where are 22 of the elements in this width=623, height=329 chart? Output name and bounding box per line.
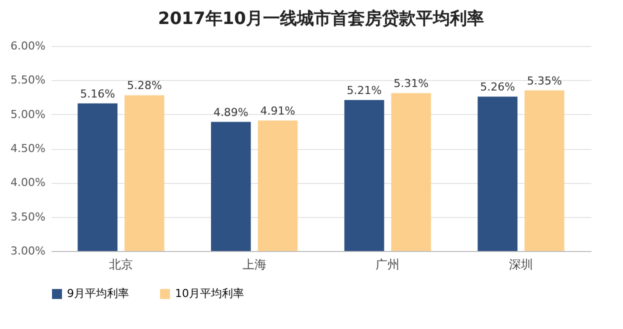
data-label: 5.16%	[80, 87, 116, 100]
legend-label: 10月平均利率	[175, 287, 244, 300]
x-tick-label: 深圳	[509, 258, 533, 272]
x-tick-label: 北京	[109, 258, 133, 272]
y-tick-label: 4.00%	[10, 176, 46, 190]
x-tick-label: 广州	[376, 258, 400, 272]
data-label: 4.91%	[260, 104, 296, 118]
data-label: 5.35%	[526, 74, 562, 88]
x-tick-label: 上海	[242, 258, 266, 272]
y-tick-label: 3.50%	[10, 210, 46, 224]
y-tick-label: 5.00%	[10, 108, 46, 121]
data-label: 4.89%	[213, 106, 248, 119]
data-label: 5.21%	[346, 84, 382, 97]
data-label: 5.26%	[480, 80, 516, 94]
data-label: 5.31%	[394, 77, 429, 90]
y-tick-label: 5.50%	[10, 74, 46, 87]
y-tick-label: 3.00%	[10, 244, 46, 258]
y-tick-label: 6.00%	[10, 40, 46, 52]
chart-title: 2017年10月一线城市首套房贷款平均利率	[158, 9, 484, 29]
data-label: 5.28%	[126, 79, 162, 92]
y-tick-label: 4.50%	[10, 142, 46, 155]
legend-label: 9月平均利率	[67, 287, 129, 300]
